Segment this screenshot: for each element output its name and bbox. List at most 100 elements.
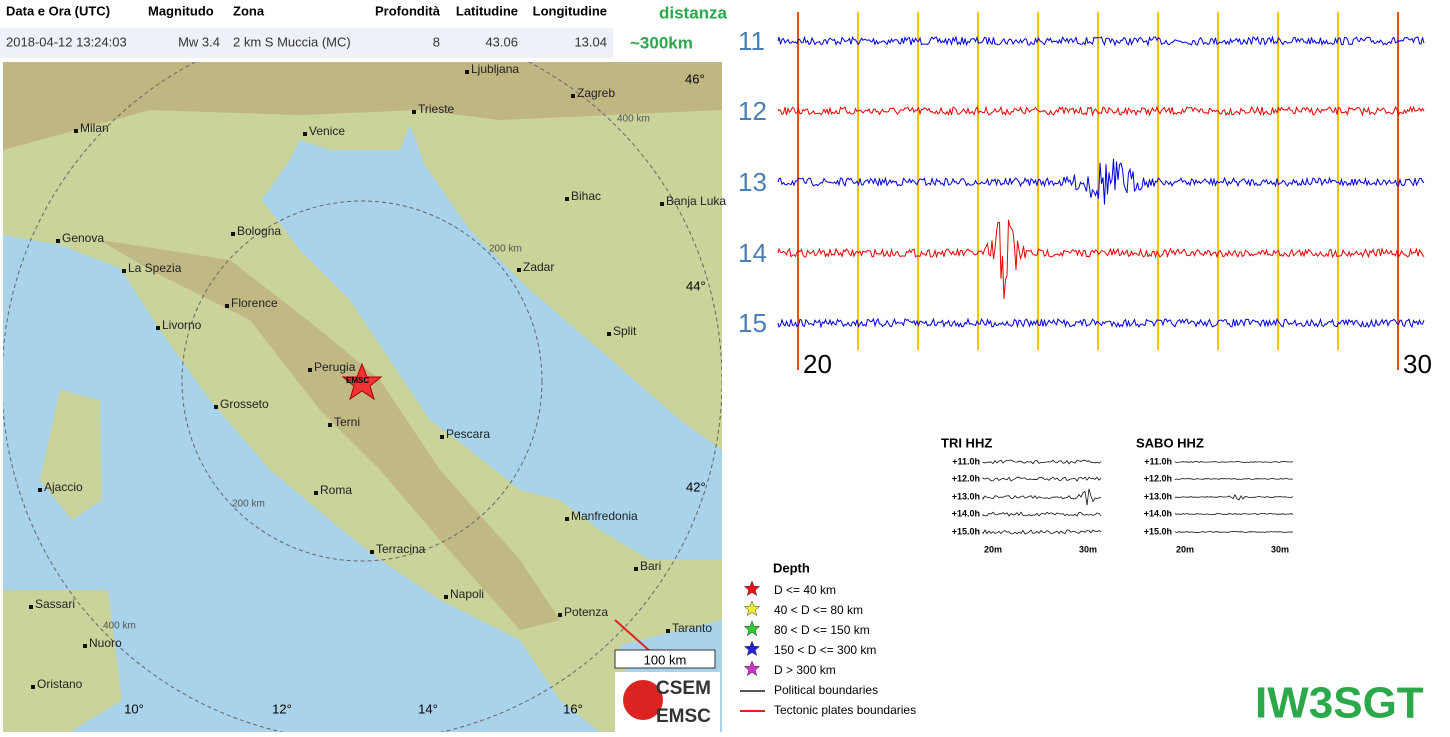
city-label: Livorno [162, 318, 202, 332]
ring-label: 400 km [617, 114, 650, 125]
table-header: Data e Ora (UTC) [6, 3, 110, 18]
inset-minute: 30m [1079, 544, 1097, 554]
city-marker [83, 644, 87, 648]
legend-star [743, 660, 761, 677]
table-header: Magnitudo [148, 3, 214, 18]
city-marker [314, 491, 318, 495]
inset-trace [1174, 461, 1294, 463]
lat-label: 44° [686, 278, 706, 293]
table-header: Zona [233, 3, 265, 18]
city-label: Potenza [564, 605, 608, 619]
inset-trace [1174, 493, 1294, 501]
city-label: Zagreb [577, 86, 615, 100]
city-marker [303, 132, 307, 136]
inset-minute: 20m [984, 544, 1002, 554]
inset-hour: +14.0h [1144, 508, 1172, 518]
trace [777, 317, 1425, 329]
city-marker [634, 567, 638, 571]
city-marker [74, 129, 78, 133]
lat-label: 42° [686, 479, 706, 494]
inset-trace [1174, 531, 1294, 533]
legend-item: 80 < D <= 150 km [774, 623, 870, 637]
hour-label: 15 [738, 308, 767, 338]
city-marker [225, 304, 229, 308]
city-label: Manfredonia [571, 509, 638, 523]
table-row-bg [0, 28, 613, 58]
inset-hour: +14.0h [952, 508, 980, 518]
signature: IW3SGT [1255, 679, 1424, 728]
inset-hour: +15.0h [952, 526, 980, 536]
inset-minute: 20m [1176, 544, 1194, 554]
city-marker [328, 423, 332, 427]
inset-trace [982, 488, 1102, 506]
city-marker [31, 685, 35, 689]
epicenter-star [341, 362, 383, 401]
city-label: Ajaccio [44, 480, 83, 494]
city-marker [412, 110, 416, 114]
distance-note: distanza [659, 3, 728, 22]
trace [777, 105, 1425, 117]
lat-label: 46° [685, 71, 705, 86]
logo-text: EMSC [656, 706, 711, 727]
legend-item: D > 300 km [774, 663, 836, 677]
city-label: Banja Luka [666, 194, 726, 208]
table-header: Profondità [375, 3, 441, 18]
city-marker [122, 269, 126, 273]
city-label: Florence [231, 296, 278, 310]
city-marker [231, 232, 235, 236]
city-label: Ljubljana [471, 62, 519, 76]
inset-trace [982, 529, 1102, 535]
lon-label: 14° [418, 701, 438, 716]
legend-item: Political boundaries [774, 683, 878, 697]
lon-label: 16° [563, 701, 583, 716]
map [3, 62, 722, 732]
inset-trace [982, 476, 1102, 482]
city-label: Venice [309, 124, 345, 138]
city-label: Bihac [571, 189, 601, 203]
inset-title: SABO HHZ [1136, 435, 1204, 450]
city-marker [558, 613, 562, 617]
city-marker [571, 94, 575, 98]
lon-label: 10° [124, 701, 144, 716]
hour-label: 11 [738, 26, 765, 56]
inset-hour: +12.0h [1144, 473, 1172, 483]
inset-trace [1174, 478, 1294, 480]
minute-label: 20 [803, 349, 832, 379]
hour-label: 12 [738, 96, 767, 126]
inset-minute: 30m [1271, 544, 1289, 554]
legend-star [743, 580, 761, 597]
city-marker [565, 517, 569, 521]
trace [777, 35, 1425, 47]
hour-label: 13 [738, 167, 767, 197]
inset-hour: +15.0h [1144, 526, 1172, 536]
city-marker [465, 70, 469, 74]
table-cell: Mw 3.4 [178, 34, 220, 49]
city-label: Sassari [35, 597, 75, 611]
logo-globe [623, 680, 663, 720]
legend-item: 40 < D <= 80 km [774, 603, 863, 617]
inset-trace [1174, 513, 1294, 515]
city-marker [565, 197, 569, 201]
ring-label: 200 km [232, 499, 265, 510]
lon-label: 12° [272, 701, 292, 716]
legend-item: D <= 40 km [774, 583, 836, 597]
logo-text: CSEM [656, 678, 711, 699]
trace [777, 158, 1425, 205]
city-label: Oristano [37, 677, 83, 691]
city-label: Nuoro [89, 636, 122, 650]
inset-hour: +13.0h [952, 491, 980, 501]
inset-trace [982, 459, 1102, 465]
city-label: La Spezia [128, 261, 182, 275]
table-header: Latitudine [456, 3, 518, 18]
city-marker [607, 332, 611, 336]
city-marker [440, 435, 444, 439]
city-marker [38, 488, 42, 492]
ring-label: 200 km [489, 244, 522, 255]
ring-label: 400 km [103, 621, 136, 632]
epicenter-label: EMSC [346, 376, 369, 385]
city-marker [214, 405, 218, 409]
inset-title: TRI HHZ [941, 435, 992, 450]
table-cell: 43.06 [485, 34, 518, 49]
table-cell: 2 km S Muccia (MC) [233, 34, 351, 49]
distance-note: ~300km [630, 33, 693, 52]
